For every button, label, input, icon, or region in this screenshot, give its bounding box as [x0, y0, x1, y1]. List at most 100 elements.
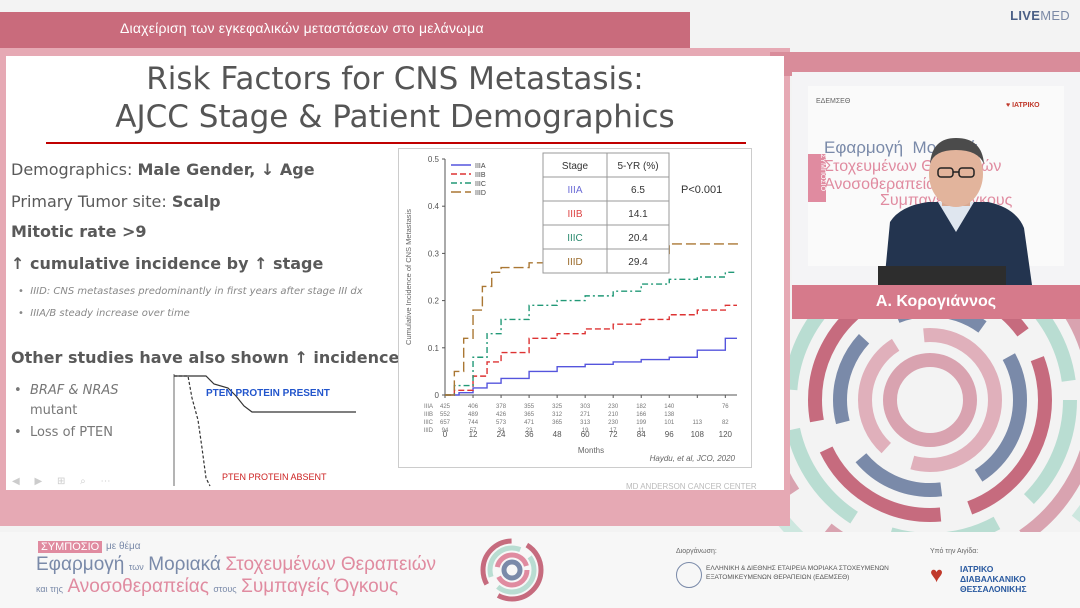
x-tick-label: 60 — [581, 430, 590, 439]
organizer-seal-icon — [676, 562, 702, 588]
risk-number: 573 — [496, 420, 507, 426]
legend-label: IIIB — [475, 172, 486, 179]
session-title: Διαχείριση των εγκεφαλικών μεταστάσεων σ… — [120, 20, 484, 36]
series-line-iiic — [445, 271, 737, 396]
footer-me-thema: με θέμα — [106, 541, 141, 552]
session-title-bar — [0, 12, 690, 48]
risk-number: 744 — [468, 420, 479, 426]
stage-table-stage: IIID — [567, 257, 583, 268]
maze-logo — [480, 538, 544, 602]
x-tick-label: 96 — [665, 430, 674, 439]
sub-bullet-1: • IIID: CNS metastases predominantly in … — [18, 286, 363, 297]
risk-number: 138 — [664, 412, 675, 418]
risk-number: 94 — [442, 428, 449, 434]
risk-number: 230 — [608, 404, 619, 410]
x-tick-label: 84 — [637, 430, 646, 439]
banner-symp: ΣΥΜΠΟΣΙΟ — [808, 154, 826, 202]
x-tick-label: 72 — [609, 430, 618, 439]
risk-number: 406 — [468, 404, 479, 410]
risk-number: 101 — [664, 420, 675, 426]
y-tick-label: 0.1 — [428, 344, 440, 353]
sub-bullet-2: • IIIA/B steady increase over time — [18, 308, 190, 319]
stage-table-value: 29.4 — [628, 257, 648, 268]
series-line-iiib — [445, 304, 737, 396]
x-tick-label: 48 — [553, 430, 562, 439]
x-axis-label: Months — [578, 446, 604, 455]
slide-title: Risk Factors for CNS Metastasis: AJCC St… — [115, 61, 675, 135]
risk-number: 113 — [692, 420, 702, 426]
mitotic-line: Mitotic rate >9 — [11, 222, 147, 241]
organizer-text: ΕΛΛΗΝΙΚΗ & ΔΙΕΘΝΗΣ ΕΤΑΙΡΕΙΑ ΜΟΡΙΑΚΑ ΣΤΟΧ… — [706, 565, 889, 581]
risk-number: 199 — [636, 420, 647, 426]
risk-number: 378 — [496, 404, 507, 410]
cumulative-line: ↑ cumulative incidence by ↑ stage — [11, 254, 324, 273]
auspices-text: ΙΑΤΡΙΚΟ ΔΙΑΒΑΛΚΑΝΙΚΟ ΘΕΣΣΑΛΟΝΙΚΗΣ — [960, 564, 1027, 594]
risk-number: 325 — [552, 404, 563, 410]
risk-number: 426 — [496, 412, 507, 418]
cumulative-incidence-chart: 0 0.1 0.2 0.3 0.4 0.5 0 12 24 36 48 60 72 84 96 108 120 M… — [398, 148, 752, 468]
risk-number: 471 — [524, 420, 535, 426]
y-axis-label: Cumulative Incidence of CNS Metastasis — [404, 209, 413, 345]
risk-number: 82 — [722, 420, 729, 426]
stage-table-header: Stage — [562, 161, 589, 172]
risk-number: 313 — [580, 420, 591, 426]
risk-number: 312 — [552, 412, 563, 418]
livemed-logo: LIVEMED — [1010, 8, 1070, 23]
other-bullet-1-cont: mutant — [30, 403, 78, 418]
risk-number: 365 — [552, 420, 563, 426]
title-divider — [46, 142, 746, 144]
risk-row-label: IIIC — [424, 420, 434, 426]
other-studies-line: Other studies have also shown ↑ incidenc… — [11, 348, 400, 367]
stage-table-value: 6.5 — [631, 185, 645, 196]
banner-auspices: ♥ ΙΑΤΡΙΚΟ — [1006, 102, 1040, 109]
risk-number: 57 — [470, 428, 477, 434]
stage-table-bg — [542, 152, 670, 274]
pten-absent-label: PTEN PROTEIN ABSENT — [222, 472, 327, 482]
footer-line2: και της Ανοσοθεραπείας στους Συμπαγείς Ό… — [36, 576, 399, 597]
legend-label: IIIA — [475, 163, 486, 170]
risk-number: 552 — [440, 412, 451, 418]
slide-controls[interactable]: ◀ ▶ ⊞ ⌕ ⋯ — [12, 476, 117, 487]
risk-number: 489 — [468, 412, 479, 418]
footer-symp-badge: ΣΥΜΠΟΣΙΟ — [38, 541, 103, 553]
stage-table-value: 20.4 — [628, 233, 648, 244]
x-tick-label: 12 — [469, 430, 478, 439]
series-line-iiia — [445, 337, 737, 396]
y-tick-label: 0.4 — [428, 202, 440, 211]
y-tick-label: 0.5 — [428, 155, 440, 164]
other-bullet-1: • BRAF & NRAS — [14, 383, 119, 398]
banner-organizer: ΕΔΕΜΣΕΘ — [816, 98, 851, 105]
risk-number: 355 — [524, 404, 535, 410]
heart-icon: ♥ — [930, 562, 944, 587]
risk-number: 11 — [638, 428, 645, 434]
risk-number: 182 — [636, 404, 647, 410]
stage-table-stage: IIIB — [567, 209, 582, 220]
risk-number: 210 — [608, 412, 619, 418]
stage-table-value: 14.1 — [628, 209, 648, 220]
other-bullet-2: • Loss of PTEN — [14, 425, 113, 440]
risk-number: 19 — [582, 428, 589, 434]
primary-site-line: Primary Tumor site: Scalp — [11, 192, 221, 211]
legend-label: IIIC — [475, 181, 486, 188]
y-tick-label: 0 — [435, 391, 440, 400]
x-tick-label: 24 — [497, 430, 506, 439]
risk-number: 425 — [440, 404, 451, 410]
y-tick-label: 0.2 — [428, 297, 440, 306]
risk-number: 271 — [580, 412, 591, 418]
risk-number: 303 — [580, 404, 591, 410]
risk-number: 34 — [498, 428, 505, 434]
x-tick-label: 36 — [525, 430, 534, 439]
risk-number: 140 — [664, 404, 675, 410]
md-anderson-footer: MD ANDERSON CANCER CENTER — [626, 482, 757, 490]
legend-label: IIID — [475, 190, 486, 197]
demographics-line: Demographics: Male Gender, ↓ Age — [11, 160, 315, 179]
pten-present-label: PTEN PROTEIN PRESENT — [206, 388, 330, 399]
speaker-name: Α. Κορογιάννος — [792, 285, 1080, 319]
risk-number: 17 — [610, 428, 617, 434]
stage-table-stage: IIIA — [567, 185, 582, 196]
risk-row-label: IIID — [424, 428, 434, 434]
presentation-slide: Risk Factors for CNS Metastasis: AJCC St… — [6, 56, 784, 490]
risk-number: 23 — [526, 428, 533, 434]
risk-row-label: IIIB — [424, 412, 433, 418]
risk-number: 166 — [636, 412, 647, 418]
